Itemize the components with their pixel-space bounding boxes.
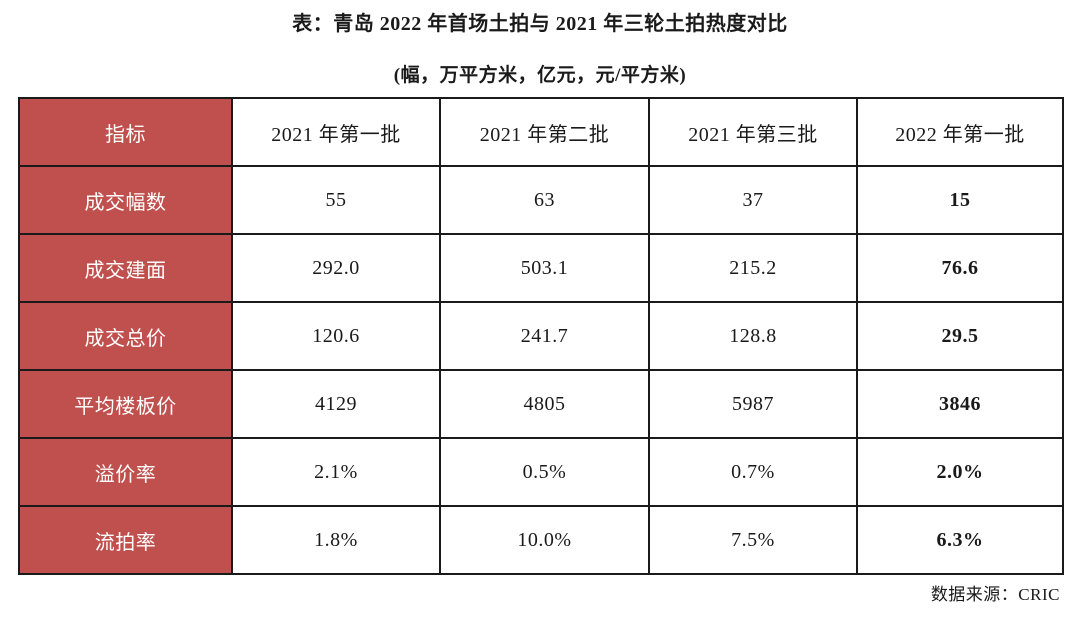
table-cell: 6.3% xyxy=(856,505,1064,575)
table-cell: 63 xyxy=(439,165,650,235)
table-cell: 120.6 xyxy=(231,301,441,371)
table-cell: 76.6 xyxy=(856,233,1064,303)
table-row: 平均楼板价 4129 4805 5987 3846 xyxy=(18,369,1064,439)
row-label: 成交建面 xyxy=(18,233,233,303)
table-cell: 55 xyxy=(231,165,441,235)
table-cell: 4129 xyxy=(231,369,441,439)
row-label: 平均楼板价 xyxy=(18,369,233,439)
header-row: 指标 2021 年第一批 2021 年第二批 2021 年第三批 2022 年第… xyxy=(18,97,1064,167)
table-cell: 1.8% xyxy=(231,505,441,575)
column-header-2022-batch1: 2022 年第一批 xyxy=(856,97,1064,167)
table-cell: 292.0 xyxy=(231,233,441,303)
table-cell: 0.5% xyxy=(439,437,650,507)
table-title: 表：青岛 2022 年首场土拍与 2021 年三轮土拍热度对比 xyxy=(292,13,788,35)
table-cell: 15 xyxy=(856,165,1064,235)
table-cell: 37 xyxy=(648,165,858,235)
table-cell: 503.1 xyxy=(439,233,650,303)
table-cell: 5987 xyxy=(648,369,858,439)
table-row: 溢价率 2.1% 0.5% 0.7% 2.0% xyxy=(18,437,1064,507)
table-body: 成交幅数 55 63 37 15 成交建面 292.0 503.1 215.2 76.6 成交总价 1… xyxy=(18,165,1064,575)
table-cell: 215.2 xyxy=(648,233,858,303)
table-cell: 7.5% xyxy=(648,505,858,575)
table-cell: 2.0% xyxy=(856,437,1064,507)
data-source-note: 数据来源：CRIC xyxy=(930,585,1060,604)
row-label: 流拍率 xyxy=(18,505,233,575)
row-label: 成交总价 xyxy=(18,301,233,371)
row-label: 成交幅数 xyxy=(18,165,233,235)
table-cell: 29.5 xyxy=(856,301,1064,371)
table-row: 成交建面 292.0 503.1 215.2 76.6 xyxy=(18,233,1064,303)
column-header-2021-batch3: 2021 年第三批 xyxy=(648,97,858,167)
table-cell: 3846 xyxy=(856,369,1064,439)
table-cell: 4805 xyxy=(439,369,650,439)
land-auction-comparison-table: 指标 2021 年第一批 2021 年第二批 2021 年第三批 2022 年第… xyxy=(18,97,1064,575)
column-header-2021-batch1: 2021 年第一批 xyxy=(231,97,441,167)
table-cell: 10.0% xyxy=(439,505,650,575)
table-cell: 128.8 xyxy=(648,301,858,371)
column-header-indicator: 指标 xyxy=(18,97,233,167)
column-header-2021-batch2: 2021 年第二批 xyxy=(439,97,650,167)
table-row: 成交总价 120.6 241.7 128.8 29.5 xyxy=(18,301,1064,371)
row-label: 溢价率 xyxy=(18,437,233,507)
table-cell: 0.7% xyxy=(648,437,858,507)
table-cell: 241.7 xyxy=(439,301,650,371)
table-units-subtitle: (幅，万平方米，亿元，元/平方米) xyxy=(393,65,687,86)
table-row: 流拍率 1.8% 10.0% 7.5% 6.3% xyxy=(18,505,1064,575)
table-row: 成交幅数 55 63 37 15 xyxy=(18,165,1064,235)
table-cell: 2.1% xyxy=(231,437,441,507)
